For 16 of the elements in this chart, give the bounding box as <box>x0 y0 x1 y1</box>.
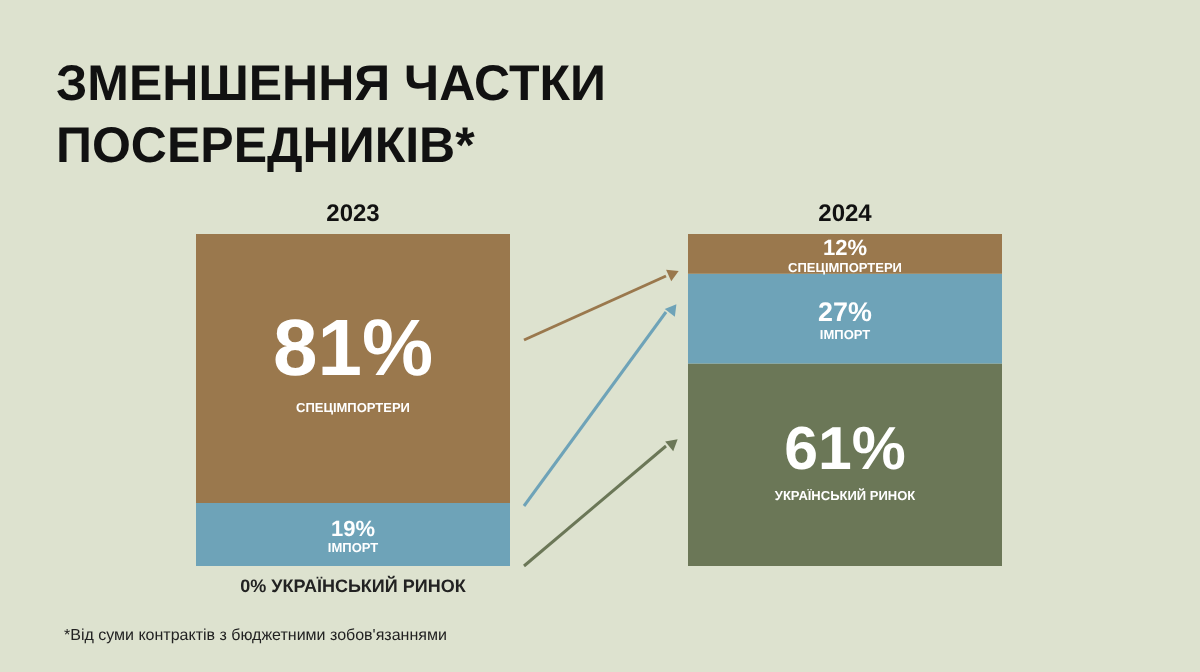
data-label: 19% <box>330 517 376 542</box>
bar <box>196 234 510 503</box>
bar <box>196 502 510 566</box>
data-label: 12% <box>822 237 868 262</box>
x-tick-label: 2023 <box>326 199 381 227</box>
data-label: 81% <box>272 304 434 393</box>
x-tick-label: 2024 <box>818 199 873 227</box>
text: 0% УКРАЇНСЬКИЙ РИНОК <box>240 576 466 596</box>
text: ЗМЕНШЕННЯ ЧАСТКИ <box>56 56 606 112</box>
bar <box>688 234 1002 274</box>
data-label: 27% <box>818 296 872 327</box>
bar <box>688 363 1002 566</box>
data-label: 61% <box>784 417 906 484</box>
text: *Від суми контрактів з бюджетними зобов'язаннями <box>64 626 447 644</box>
text: ПОСЕРЕДНИКІВ* <box>56 118 475 174</box>
bar <box>688 273 1002 364</box>
